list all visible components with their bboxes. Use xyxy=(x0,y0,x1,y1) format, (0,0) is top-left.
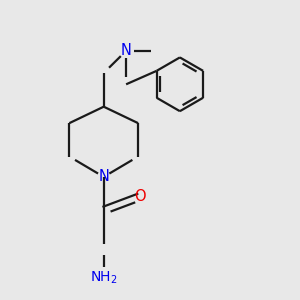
Text: N: N xyxy=(121,44,131,59)
Text: N: N xyxy=(98,169,109,184)
Text: NH$_2$: NH$_2$ xyxy=(90,270,118,286)
Text: O: O xyxy=(134,189,146,204)
